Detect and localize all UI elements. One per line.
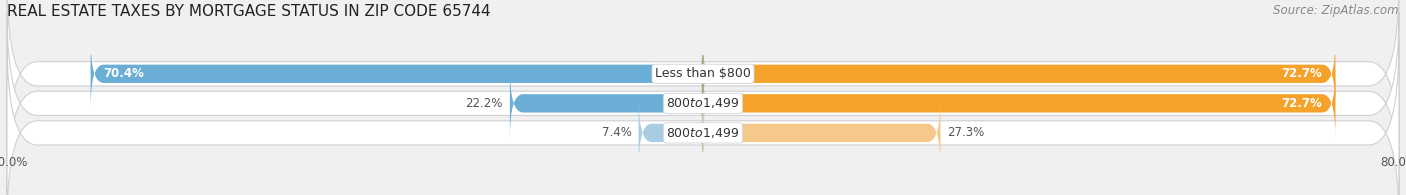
FancyBboxPatch shape bbox=[510, 68, 703, 138]
FancyBboxPatch shape bbox=[638, 98, 703, 168]
Text: 27.3%: 27.3% bbox=[948, 126, 984, 139]
Text: 70.4%: 70.4% bbox=[104, 67, 145, 80]
Text: Source: ZipAtlas.com: Source: ZipAtlas.com bbox=[1274, 4, 1399, 17]
Text: REAL ESTATE TAXES BY MORTGAGE STATUS IN ZIP CODE 65744: REAL ESTATE TAXES BY MORTGAGE STATUS IN … bbox=[7, 4, 491, 19]
FancyBboxPatch shape bbox=[703, 98, 941, 168]
Text: $800 to $1,499: $800 to $1,499 bbox=[666, 126, 740, 140]
Text: Less than $800: Less than $800 bbox=[655, 67, 751, 80]
FancyBboxPatch shape bbox=[7, 12, 1399, 195]
Text: 22.2%: 22.2% bbox=[465, 97, 503, 110]
Text: 72.7%: 72.7% bbox=[1282, 97, 1323, 110]
FancyBboxPatch shape bbox=[7, 42, 1399, 195]
FancyBboxPatch shape bbox=[703, 39, 1336, 109]
FancyBboxPatch shape bbox=[90, 39, 703, 109]
FancyBboxPatch shape bbox=[703, 68, 1336, 138]
Text: 72.7%: 72.7% bbox=[1282, 67, 1323, 80]
FancyBboxPatch shape bbox=[7, 0, 1399, 165]
Text: $800 to $1,499: $800 to $1,499 bbox=[666, 96, 740, 110]
Text: 7.4%: 7.4% bbox=[602, 126, 631, 139]
